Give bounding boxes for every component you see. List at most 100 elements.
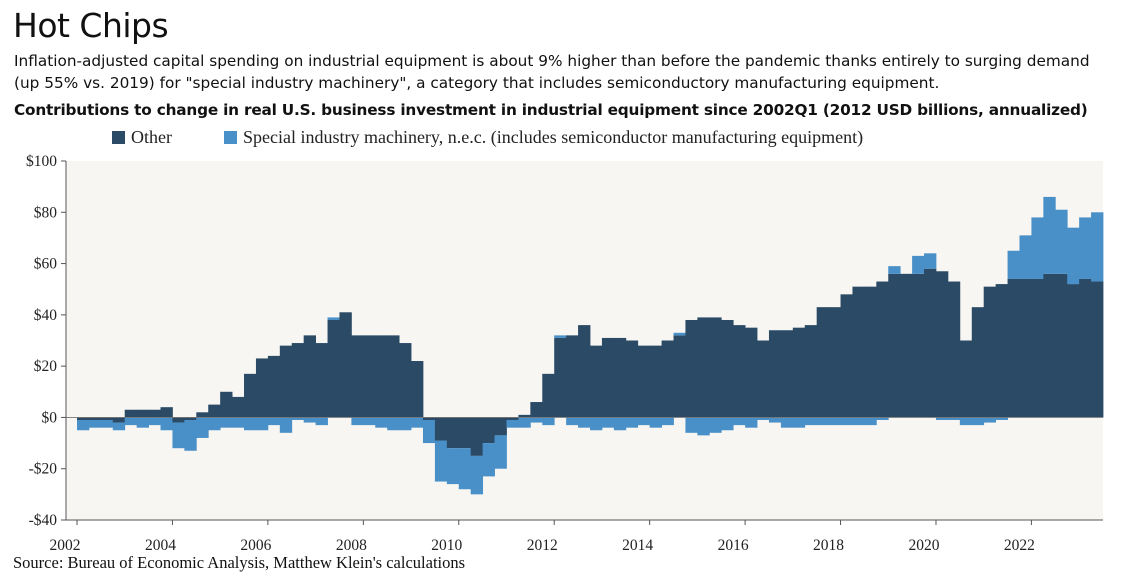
bar-other [733,325,746,418]
bar-other [876,281,889,418]
bar-special [768,417,782,423]
x-tick-label: 2008 [336,537,367,550]
bar-other [422,417,436,420]
bar-other [912,273,925,418]
y-tick-label: -$20 [29,461,58,478]
bar-other [697,317,710,418]
bar-special [566,417,579,426]
bar-special [160,417,173,431]
bar-special [971,417,985,426]
bar-special [554,335,567,338]
bar-other [590,345,603,418]
bar-other [780,330,794,418]
bar-special [637,417,651,426]
bar-special [1091,212,1104,282]
bar-other [530,402,543,418]
bar-special [244,417,257,431]
page-subtitle: Inflation-adjusted capital spending on i… [14,52,1090,92]
legend-item-special: Special industry machinery, n.e.c. (incl… [223,127,864,148]
bar-special [434,440,448,482]
bar-other [613,337,627,418]
bar-special [601,417,615,428]
x-tick-label: 2014 [622,537,653,550]
bar-other [184,417,197,420]
bar-other [124,409,138,418]
bar-other [1091,281,1104,418]
bar-special [232,417,245,428]
y-tick-label: $40 [34,307,58,324]
bar-other [804,325,818,418]
bar-special [482,443,495,477]
bar-other [745,327,758,418]
bar-special [804,417,818,426]
bar-other [458,417,472,449]
bar-other [315,343,328,418]
x-tick-label: 2004 [145,537,176,550]
bar-special [124,417,138,426]
bar-other [888,273,901,418]
bar-special [506,419,519,428]
bar-special [518,417,531,428]
bar-other [279,345,293,418]
bar-special [924,253,937,269]
bar-special [1043,196,1056,274]
bar-special [888,266,901,274]
chart-title: Contributions to change in real U.S. bus… [14,101,1088,119]
bar-special [947,417,961,420]
x-tick-label: 2006 [240,537,271,550]
y-tick-label: $20 [34,358,58,375]
bar-special [649,417,662,428]
bar-special [983,417,997,423]
bar-other [387,335,400,418]
legend-label-special: Special industry machinery, n.e.c. (incl… [242,127,864,147]
bar-special [995,417,1008,420]
bar-other [411,361,424,418]
bar-other [757,340,770,418]
bar-special [351,417,364,426]
bar-other [339,312,352,418]
bar-other [172,417,185,423]
bar-special [828,417,841,426]
bar-special [172,422,185,449]
bar-other [959,340,973,418]
x-tick-label: 2012 [527,537,558,550]
bar-other [446,417,460,449]
bar-special [375,417,388,428]
bar-special [661,417,674,426]
bar-other [709,317,722,418]
bar-other [88,417,102,420]
chart-legend: Other Special industry machinery, n.e.c.… [112,127,915,148]
bar-other [327,319,340,418]
bar-other [1031,278,1044,418]
bar-special [673,332,686,336]
bar-other [363,335,376,418]
y-tick-label: $60 [34,256,58,273]
bar-other [1067,284,1080,418]
legend-item-other: Other [112,127,172,148]
bar-other [160,407,173,418]
bar-special [470,455,484,495]
bar-special [148,417,161,426]
bar-special [733,417,746,426]
bar-special [1031,217,1044,279]
bar-other [1055,273,1068,418]
bar-other [100,417,114,420]
bar-special [100,419,114,428]
source-note: Source: Bureau of Economic Analysis, Mat… [13,553,466,572]
bar-other [816,307,830,418]
bar-special [291,417,305,420]
bar-other [399,343,412,418]
bar-special [757,417,770,420]
x-tick-label: 2016 [718,537,749,550]
y-tick-label: $0 [42,409,58,426]
bar-other [828,307,841,418]
bar-special [446,448,460,485]
bar-other [196,412,209,418]
bar-other [494,417,507,436]
legend-swatch-other [112,131,125,144]
x-tick-label: 2018 [813,537,844,550]
bar-other [983,286,997,418]
bar-special [112,422,126,431]
bar-other [1043,273,1056,418]
bar-special [613,417,627,431]
